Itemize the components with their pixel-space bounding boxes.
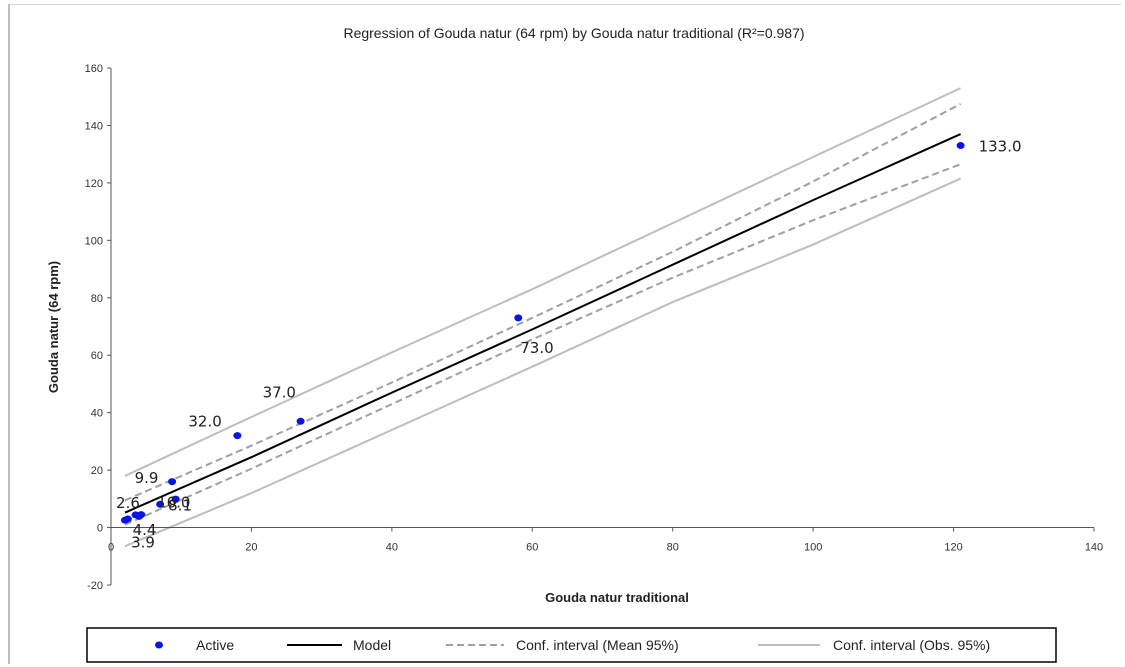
x-tick-label: 40 <box>386 542 398 554</box>
y-tick-label: 160 <box>85 63 103 75</box>
data-point <box>296 417 305 425</box>
data-labels: 2.6 4.43.9 8.116.0 9.9 32.0 37.0 73.0 133.0 <box>116 138 1022 552</box>
x-tick-label: 100 <box>804 542 822 554</box>
data-label: 9.9 <box>135 469 159 487</box>
data-point <box>156 500 165 508</box>
data-label: 8.1 <box>168 496 192 514</box>
x-tick-label: 60 <box>526 542 538 554</box>
y-tick-label: 120 <box>85 178 103 190</box>
data-label: 2.6 <box>116 494 140 512</box>
x-axis-title: Gouda natur traditional <box>545 590 689 605</box>
mean-interval-upper-line <box>124 103 962 502</box>
x-tick-label: 80 <box>667 542 679 554</box>
legend-label: Model <box>353 637 391 653</box>
legend: Active Model Conf. interval (Mean 95%) Conf… <box>86 627 1057 663</box>
data-label: 3.9 <box>131 533 155 551</box>
legend-label: Active <box>196 637 234 653</box>
data-point <box>514 314 523 322</box>
y-tick-label: -20 <box>87 580 103 592</box>
obs-interval-band <box>124 87 962 548</box>
legend-box <box>86 627 1057 663</box>
y-tick-label: 80 <box>91 293 103 305</box>
y-tick-label: 100 <box>85 235 103 247</box>
y-tick-label: 60 <box>91 350 103 362</box>
mean-interval-lower-line <box>124 163 961 526</box>
y-tick-label: 40 <box>91 408 103 420</box>
y-axis-title: Gouda natur (64 rpm) <box>46 261 61 393</box>
data-point <box>233 432 242 440</box>
chart-title: Regression of Gouda natur (64 rpm) by Go… <box>343 25 804 41</box>
y-tick-label: 140 <box>85 120 103 132</box>
x-tick-label: 0 <box>108 542 114 554</box>
data-label: 4.4 <box>133 521 157 539</box>
data-point <box>137 511 146 519</box>
x-tick-label: 120 <box>944 542 962 554</box>
data-label: 133.0 <box>979 138 1022 156</box>
y-tick-label: 0 <box>97 523 103 535</box>
x-tick-label: 140 <box>1085 542 1103 554</box>
legend-active-marker <box>155 641 163 649</box>
mean-interval-band <box>124 103 962 526</box>
legend-label: Conf. interval (Mean 95%) <box>516 637 679 653</box>
data-point <box>123 515 132 523</box>
x-tick-label: 20 <box>245 542 257 554</box>
data-label: 73.0 <box>520 339 553 357</box>
obs-interval-upper-line <box>124 87 962 477</box>
data-point <box>171 495 180 503</box>
model-regression-line <box>124 133 962 514</box>
legend-label: Conf. interval (Obs. 95%) <box>833 637 990 653</box>
axes: -20 0 20 40 60 80 100 120 140 160 0 20 40 60 80 100 120 1… <box>85 63 1104 592</box>
y-tick-label: 20 <box>91 465 103 477</box>
data-label: 37.0 <box>263 383 296 401</box>
chart-frame <box>8 4 1121 664</box>
model-line <box>124 133 962 514</box>
data-points <box>121 142 965 524</box>
data-label: 16.0 <box>157 494 190 512</box>
data-point <box>956 142 965 150</box>
data-label: 32.0 <box>188 413 221 431</box>
obs-interval-lower-line <box>124 177 962 548</box>
data-point <box>168 478 177 486</box>
